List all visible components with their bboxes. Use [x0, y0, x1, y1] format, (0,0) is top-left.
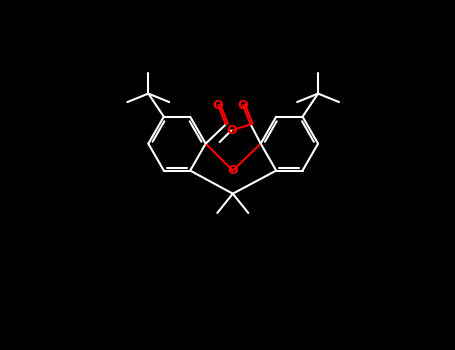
Text: O: O [228, 164, 238, 177]
Text: O: O [226, 124, 237, 137]
Text: O: O [213, 99, 223, 112]
Text: O: O [238, 99, 248, 112]
